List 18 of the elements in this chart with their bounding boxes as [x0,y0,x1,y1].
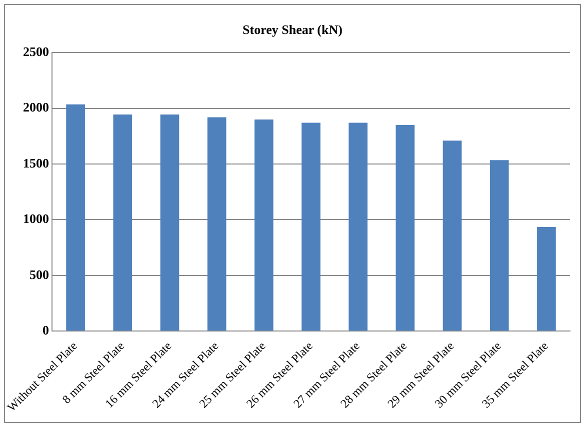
y-tick-label: 0 [42,322,50,338]
bar [160,114,180,331]
y-tick-label: 1000 [23,211,50,226]
y-tick-label: 2500 [23,44,50,59]
bar [302,122,320,331]
chart-title: Storey Shear (kN) [242,22,342,38]
bar [113,114,132,331]
bar [207,117,226,331]
bar [537,226,556,331]
y-tick-label: 2000 [23,100,50,115]
bar [66,104,85,331]
y-tick-label: 500 [30,266,50,282]
bar [490,160,509,331]
bar [396,125,415,331]
bar [442,140,462,331]
bar [348,122,368,331]
bar [254,119,274,331]
y-tick-label: 1500 [23,155,50,170]
